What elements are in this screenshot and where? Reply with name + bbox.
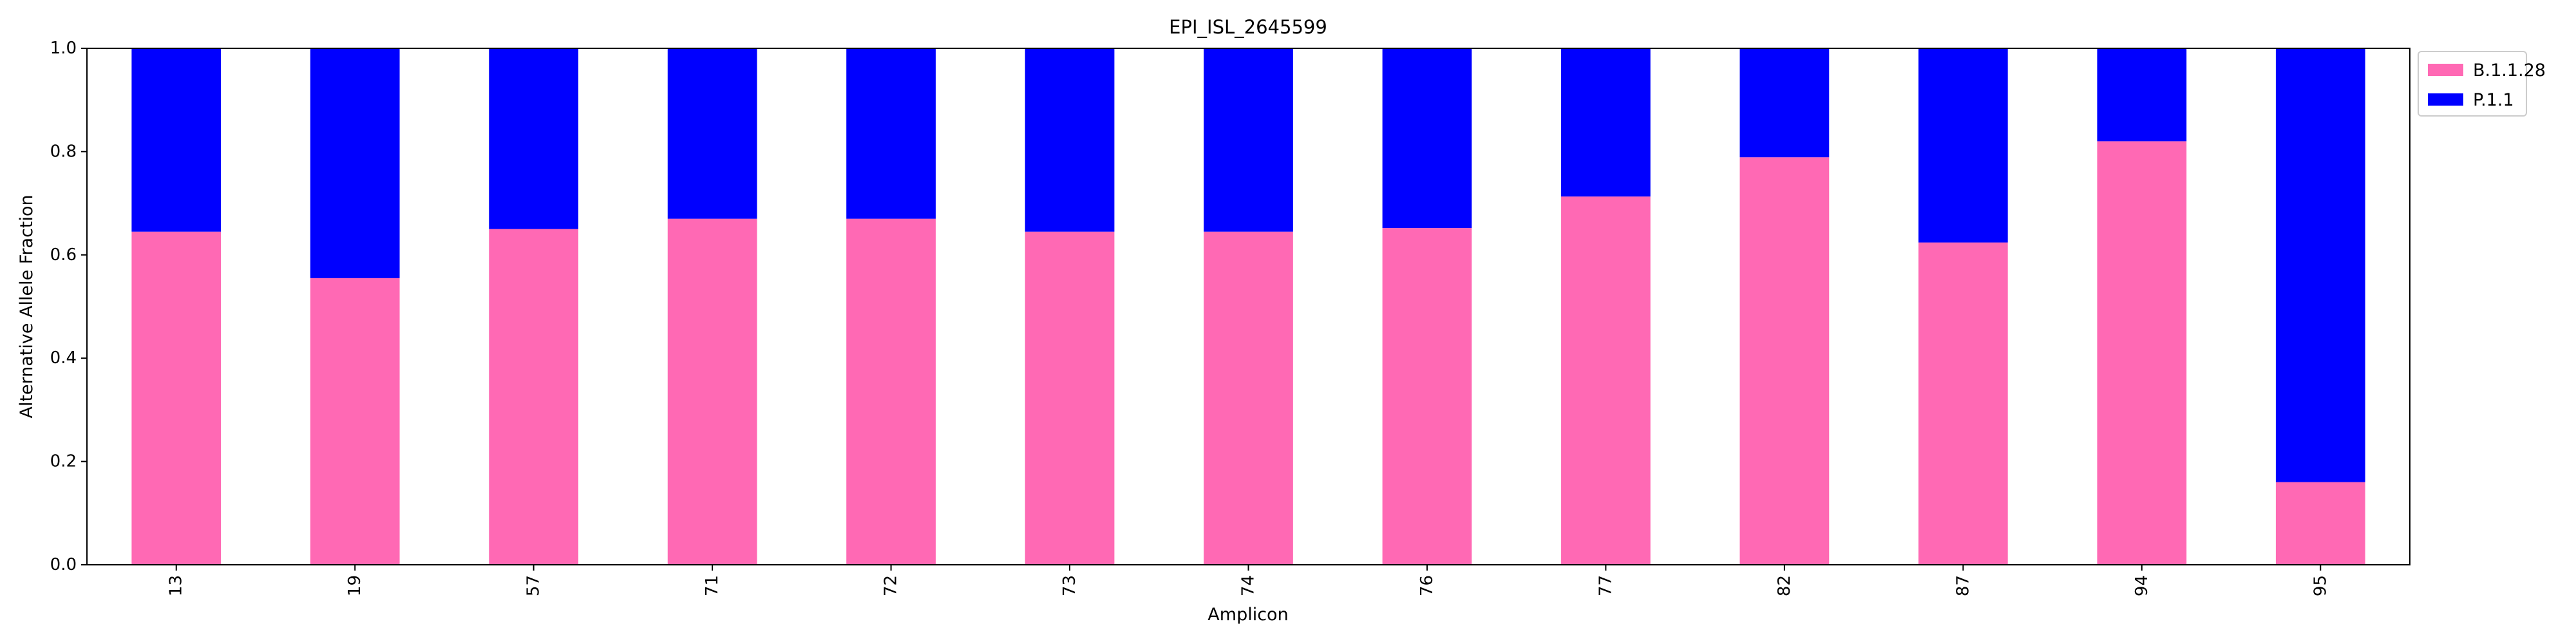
bar-p11-77 xyxy=(1561,48,1651,197)
x-tick-label: 77 xyxy=(1596,575,1615,596)
bar-p11-82 xyxy=(1739,48,1830,158)
bar-b1128-71 xyxy=(667,218,757,565)
y-axis-label: Alternative Allele Fraction xyxy=(17,194,37,418)
bar-p11-73 xyxy=(1025,48,1115,232)
bar-b1128-95 xyxy=(2275,482,2365,565)
y-tick-label: 0.6 xyxy=(50,245,77,265)
bar-b1128-94 xyxy=(2097,141,2187,565)
x-axis-ticks: 13 19 57 71 72 73 74 76 77 82 87 94 95 xyxy=(167,565,2330,596)
bar-p11-57 xyxy=(489,48,579,229)
bar-b1128-19 xyxy=(310,278,400,565)
bar-b1128-73 xyxy=(1025,231,1115,565)
x-tick-label: 95 xyxy=(2311,575,2330,596)
x-tick-label: 94 xyxy=(2132,575,2152,596)
y-tick-label: 0.8 xyxy=(50,142,77,161)
x-tick-label: 74 xyxy=(1239,575,1258,596)
legend-label-b1128: B.1.1.28 xyxy=(2473,61,2546,80)
y-tick-label: 0.0 xyxy=(50,555,77,574)
plot-area-frame xyxy=(86,48,2410,565)
bar-b1128-57 xyxy=(489,229,579,565)
bar-p11-76 xyxy=(1382,48,1472,229)
bar-p11-94 xyxy=(2097,48,2187,142)
x-tick-label: 76 xyxy=(1417,575,1437,596)
x-tick-label: 19 xyxy=(345,575,365,596)
bar-p11-71 xyxy=(667,48,757,219)
bar-p11-72 xyxy=(846,48,936,219)
x-tick-label: 71 xyxy=(703,575,722,596)
x-tick-label: 72 xyxy=(882,575,901,596)
y-axis-ticks: 0.0 0.2 0.4 0.6 0.8 1.0 xyxy=(50,39,87,574)
bar-group xyxy=(131,48,2365,565)
bar-p11-13 xyxy=(131,48,222,232)
legend-label-p11: P.1.1 xyxy=(2473,90,2514,110)
bar-b1128-77 xyxy=(1561,196,1651,565)
x-tick-label: 57 xyxy=(524,575,544,596)
bar-b1128-13 xyxy=(131,231,222,565)
bar-b1128-87 xyxy=(1918,242,2008,565)
x-tick-label: 87 xyxy=(1953,575,1973,596)
bar-b1128-74 xyxy=(1204,231,1293,565)
x-tick-label: 73 xyxy=(1060,575,1079,596)
legend-swatch-b1128 xyxy=(2428,64,2463,76)
bar-b1128-82 xyxy=(1739,157,1830,565)
x-tick-label: 82 xyxy=(1775,575,1794,596)
x-axis-label: Amplicon xyxy=(1208,605,1288,625)
bar-p11-74 xyxy=(1204,48,1293,232)
bar-p11-19 xyxy=(310,48,400,278)
x-tick-label: 13 xyxy=(167,575,186,596)
y-tick-label: 0.2 xyxy=(50,452,77,471)
y-tick-label: 1.0 xyxy=(50,39,77,58)
y-tick-label: 0.4 xyxy=(50,348,77,368)
bar-p11-87 xyxy=(1918,48,2008,243)
legend: B.1.1.28 P.1.1 xyxy=(2418,51,2546,117)
chart-title: EPI_ISL_2645599 xyxy=(1169,16,1327,38)
legend-swatch-p11 xyxy=(2428,93,2463,106)
bar-b1128-72 xyxy=(846,218,936,565)
bar-p11-95 xyxy=(2275,48,2365,482)
bar-b1128-76 xyxy=(1382,228,1472,565)
